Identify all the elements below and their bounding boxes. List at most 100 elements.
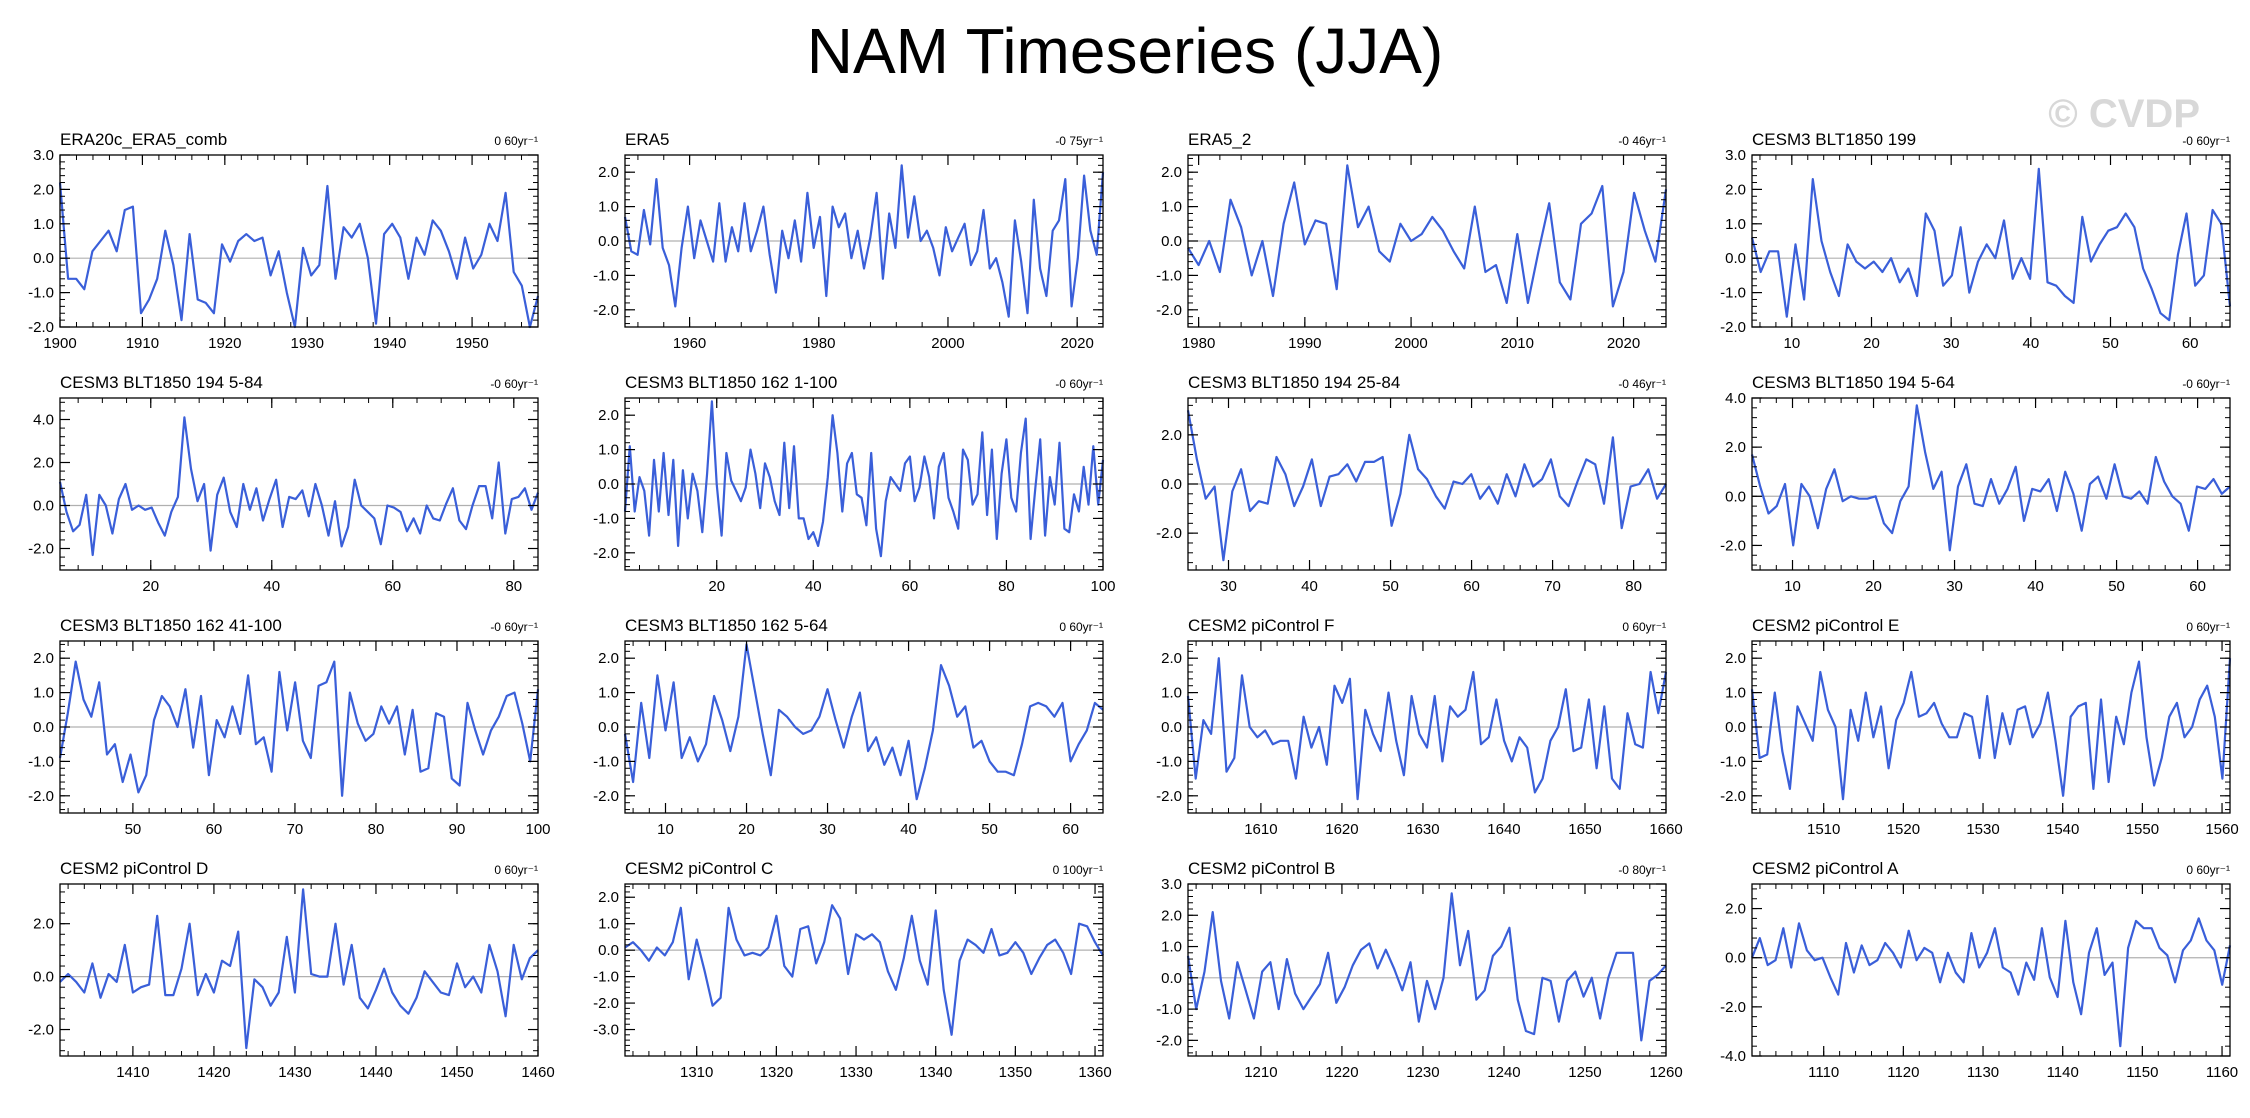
x-tick-label: 1120 [1887,1064,1919,1081]
y-tick-label: 0.0 [1161,476,1182,493]
y-tick-label: 0.0 [1725,250,1746,267]
y-tick-label: 4.0 [33,412,54,429]
y-tick-label: 1.0 [598,442,619,459]
panel-title: CESM3 BLT1850 194 5-64 [1752,373,1955,392]
y-tick-label: -2.0 [593,545,619,562]
y-tick-label: 1.0 [598,685,619,702]
x-tick-label: 1110 [1808,1064,1839,1081]
y-tick-label: 2.0 [33,650,54,667]
y-tick-label: -1.0 [28,753,54,770]
y-tick-label: -2.0 [28,319,54,336]
x-tick-label: 1360 [1078,1064,1111,1081]
panel-title: CESM2 piControl E [1752,616,1899,635]
y-tick-label: -3.0 [593,1022,619,1039]
panel-title: ERA5_2 [1188,130,1251,149]
panel-title: CESM3 BLT1850 199 [1752,130,1916,149]
y-tick-label: 1.0 [1161,939,1182,956]
x-tick-label: 50 [981,821,998,838]
x-tick-label: 2000 [931,335,964,352]
trend-label: -0 60yr⁻¹ [2182,134,2230,148]
x-tick-label: 1450 [440,1064,473,1081]
y-tick-label: 2.0 [33,181,54,198]
y-tick-label: 2.0 [1725,650,1746,667]
plot-frame [624,883,1104,1057]
plot-frame [1187,883,1667,1057]
x-tick-label: 1140 [2047,1064,2079,1081]
y-tick-label: -2.0 [28,1022,54,1039]
x-tick-label: 30 [1943,335,1960,352]
y-tick-label: -2.0 [593,995,619,1012]
x-tick-label: 1160 [2206,1064,2238,1081]
y-tick-label: 3.0 [1725,147,1746,164]
y-tick-label: -2.0 [28,788,54,805]
y-tick-label: 2.0 [598,407,619,424]
chart-panel: CESM3 BLT1850 162 5-64 0 60yr⁻¹ -2.0 -1.0 0.… [593,616,1104,838]
y-tick-label: 3.0 [33,147,54,164]
x-tick-label: 40 [2027,578,2044,595]
plot-frame [59,397,539,571]
y-tick-label: 4.0 [1725,390,1746,407]
x-tick-label: 1460 [521,1064,554,1081]
x-tick-label: 1440 [359,1064,392,1081]
y-tick-label: 0.0 [598,719,619,736]
trend-label: 0 60yr⁻¹ [1059,620,1103,634]
data-series-line [623,643,1104,801]
x-tick-label: 70 [1544,578,1561,595]
x-tick-label: 80 [998,578,1015,595]
x-tick-label: 1510 [1807,821,1840,838]
x-tick-label: 2010 [1501,335,1534,352]
panel-title: CESM3 BLT1850 194 5-84 [60,373,263,392]
x-tick-label: 1630 [1406,821,1439,838]
y-tick-label: 0.0 [33,969,54,986]
x-tick-label: 20 [142,578,159,595]
panel-title: CESM3 BLT1850 162 5-64 [625,616,828,635]
y-tick-label: 1.0 [33,216,54,233]
y-tick-label: 0.0 [1161,970,1182,987]
x-tick-label: 1220 [1325,1064,1358,1081]
x-tick-label: 1130 [1967,1064,1999,1081]
panel-title: CESM3 BLT1850 162 41-100 [60,616,282,635]
page-title: NAM Timeseries (JJA) [806,15,1444,87]
chart-panel: ERA20c_ERA5_comb 0 60yr⁻¹ -2.0 -1.0 0.0 1.0 2.… [28,130,540,352]
y-tick-label: -2.0 [1156,1032,1182,1049]
data-series-line [1750,658,2232,801]
x-tick-label: 1930 [291,335,324,352]
x-tick-label: 1640 [1487,821,1520,838]
data-series-line [1750,167,2232,322]
x-tick-label: 1420 [197,1064,230,1081]
y-tick-label: -2.0 [1720,788,1746,805]
x-tick-label: 1960 [673,335,706,352]
chart-panel: ERA5 -0 75yr⁻¹ -2.0 -1.0 0.0 1.0 2.0 1960 1980 20… [593,130,1105,352]
x-tick-label: 1980 [802,335,835,352]
y-tick-label: 2.0 [598,889,619,906]
chart-panel: CESM3 BLT1850 162 1-100 -0 60yr⁻¹ -2.0 -1.0… [593,373,1115,595]
x-tick-label: 30 [1946,578,1963,595]
y-tick-label: 2.0 [1725,439,1746,456]
y-tick-label: 1.0 [598,916,619,933]
x-tick-label: 70 [287,821,304,838]
y-tick-label: 2.0 [33,916,54,933]
x-tick-label: 20 [1863,335,1880,352]
data-series-line [58,416,540,557]
trend-label: 0 60yr⁻¹ [2186,863,2230,877]
x-tick-label: 1320 [760,1064,793,1081]
x-tick-label: 1530 [1966,821,1999,838]
y-tick-label: 1.0 [1161,199,1182,216]
x-tick-label: 1350 [999,1064,1032,1081]
x-tick-label: 60 [206,821,223,838]
data-series-line [1186,410,1667,562]
data-series-line [59,888,539,1050]
x-tick-label: 1940 [373,335,406,352]
x-tick-label: 90 [449,821,466,838]
x-tick-label: 10 [657,821,674,838]
data-series-line [58,182,540,329]
x-tick-label: 50 [125,821,142,838]
y-tick-label: -1.0 [593,510,619,527]
y-tick-label: 2.0 [33,455,54,472]
trend-label: 0 100yr⁻¹ [1053,863,1103,877]
x-tick-label: 1240 [1487,1064,1520,1081]
x-tick-label: 1260 [1649,1064,1682,1081]
x-tick-label: 1410 [116,1064,149,1081]
y-tick-label: -1.0 [1720,753,1746,770]
x-tick-label: 2020 [1607,335,1640,352]
